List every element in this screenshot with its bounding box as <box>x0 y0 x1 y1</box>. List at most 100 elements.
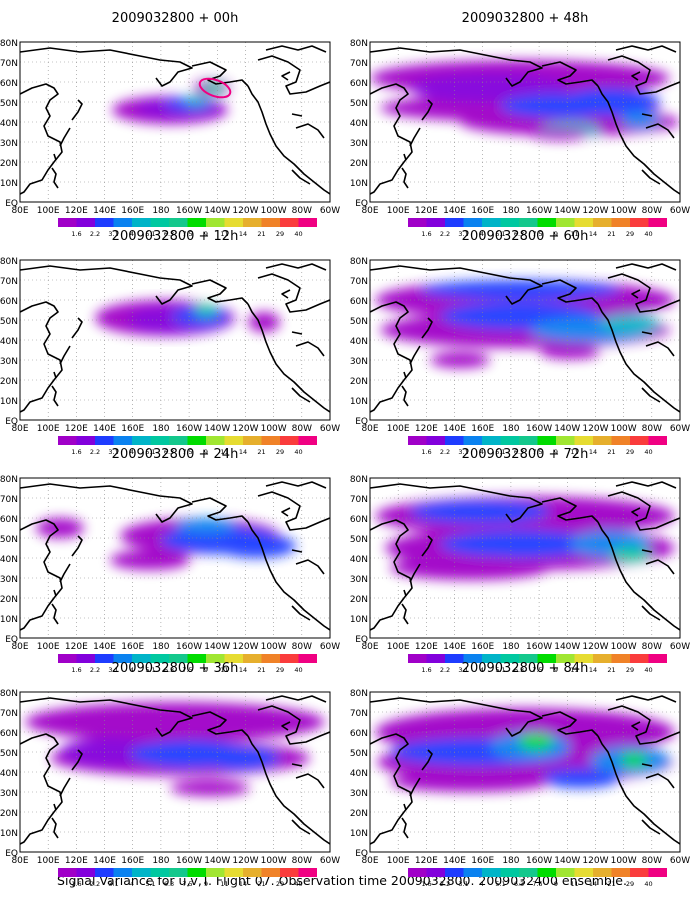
colorbar: 1.6 2.2 3.1 4 5.1 6.3 7.5 9 11 14 21 29 40 <box>58 868 317 888</box>
colorbar-swatch <box>298 436 317 445</box>
colorbar-label: 29 <box>626 880 634 888</box>
colorbar-label: 14 <box>589 448 597 456</box>
lat-tick-label: 10N <box>350 397 368 407</box>
colorbar-swatch <box>556 654 575 663</box>
lat-tick-label: 70N <box>350 59 368 69</box>
lat-tick-label: 30N <box>0 789 18 799</box>
colorbar-swatch <box>463 218 482 227</box>
colorbar-swatch <box>58 654 77 663</box>
lon-tick-label: 160E <box>121 206 144 216</box>
variance-contour <box>110 550 190 570</box>
colorbar-swatch <box>463 654 482 663</box>
variance-contour <box>390 556 550 580</box>
colorbar-label: 3.1 <box>458 880 468 888</box>
colorbar-label: 3.1 <box>108 230 118 238</box>
lon-tick-label: 100W <box>611 206 637 216</box>
lon-tick-label: 60W <box>670 642 690 652</box>
panel-title: 2009032800 + 00h <box>112 11 239 26</box>
colorbar-label: 4 <box>130 880 134 888</box>
colorbar-swatch <box>206 218 225 227</box>
colorbar-swatch <box>76 436 95 445</box>
variance-contour <box>610 546 650 562</box>
variance-contour <box>176 518 236 534</box>
colorbar-swatch <box>58 436 77 445</box>
variance-field <box>370 478 680 638</box>
colorbar-label: 2.2 <box>440 666 450 674</box>
colorbar-label: 14 <box>589 880 597 888</box>
colorbar-swatch <box>648 218 667 227</box>
lat-tick-label: 60N <box>0 515 18 525</box>
lat-tick-label: 50N <box>350 749 368 759</box>
panel-title: 2009032800 + 48h <box>462 11 589 26</box>
lon-tick-label: 80W <box>292 642 312 652</box>
lat-tick-label: 10N <box>0 829 18 839</box>
colorbar-label: 21 <box>257 448 265 456</box>
panel-title: 2009032800 + 24h <box>112 447 239 462</box>
colorbar-label: 7.5 <box>182 448 192 456</box>
lon-tick-label: 80W <box>642 642 662 652</box>
colorbar-swatch <box>187 436 206 445</box>
colorbar-label: 3.1 <box>108 666 118 674</box>
lon-tick-label: 80E <box>11 856 28 866</box>
lon-tick-label: 80W <box>642 206 662 216</box>
lon-tick-label: 160W <box>176 424 202 434</box>
variance-contour <box>540 345 600 359</box>
colorbar-swatch <box>519 218 538 227</box>
lat-tick-label: 70N <box>350 277 368 287</box>
lat-tick-label: 60N <box>350 79 368 89</box>
colorbar-label: 1.6 <box>71 230 81 238</box>
colorbar-label: 21 <box>257 230 265 238</box>
colorbar-label: 14 <box>239 880 247 888</box>
colorbar-swatch <box>500 436 519 445</box>
colorbar-swatch <box>261 654 280 663</box>
colorbar-swatch <box>132 654 151 663</box>
lat-tick-label: 30N <box>350 357 368 367</box>
colorbar-swatch <box>611 218 630 227</box>
colorbar-swatch <box>243 868 262 877</box>
colorbar: 1.6 2.2 3.1 4 5.1 6.3 7.5 9 11 14 21 29 40 <box>408 868 667 888</box>
colorbar-swatch <box>500 654 519 663</box>
variance-contour <box>194 304 218 316</box>
lat-tick-label: 40N <box>0 555 18 565</box>
colorbar-label: 5.1 <box>495 666 505 674</box>
lon-tick-label: 140W <box>554 642 580 652</box>
colorbar-label: 4 <box>130 448 134 456</box>
colorbar-swatch <box>445 654 464 663</box>
lon-tick-label: 100E <box>387 642 410 652</box>
variance-contour <box>540 768 620 788</box>
lon-tick-label: 80W <box>292 206 312 216</box>
colorbar-label: 6.3 <box>514 448 524 456</box>
colorbar-swatch <box>95 218 114 227</box>
panel-title: 2009032800 + 12h <box>112 229 239 244</box>
colorbar-swatch <box>463 868 482 877</box>
lon-tick-label: 80E <box>361 206 378 216</box>
map-frame <box>19 691 331 853</box>
colorbar-swatch <box>593 868 612 877</box>
lat-tick-label: 80N <box>350 689 368 699</box>
lat-tick-label: 10N <box>0 615 18 625</box>
colorbar-label: 5.1 <box>495 448 505 456</box>
lon-tick-label: 160E <box>471 856 494 866</box>
variance-contour <box>430 352 490 368</box>
lat-tick-label: 80N <box>350 39 368 49</box>
variance-contour <box>184 95 208 105</box>
colorbar-swatch <box>445 868 464 877</box>
lon-tick-label: 180 <box>152 856 169 866</box>
lon-tick-label: 160W <box>526 206 552 216</box>
lat-tick-label: EQ <box>5 635 18 645</box>
lat-tick-label: 30N <box>0 139 18 149</box>
lon-tick-label: 120E <box>65 856 88 866</box>
colorbar-swatch <box>187 654 206 663</box>
lon-tick-label: 100E <box>37 424 60 434</box>
colorbar-label: 6.3 <box>164 880 174 888</box>
colorbar-swatch <box>280 868 299 877</box>
lat-tick-label: 40N <box>350 769 368 779</box>
lat-tick-label: 50N <box>0 317 18 327</box>
lon-tick-label: 100W <box>611 424 637 434</box>
colorbar-swatch <box>298 868 317 877</box>
lon-tick-label: 160E <box>471 206 494 216</box>
lat-tick-label: 70N <box>0 495 18 505</box>
lon-tick-label: 140W <box>554 424 580 434</box>
lat-tick-label: 60N <box>350 297 368 307</box>
colorbar: 1.6 2.2 3.1 4 5.1 6.3 7.5 9 11 14 21 29 40 <box>58 218 317 238</box>
